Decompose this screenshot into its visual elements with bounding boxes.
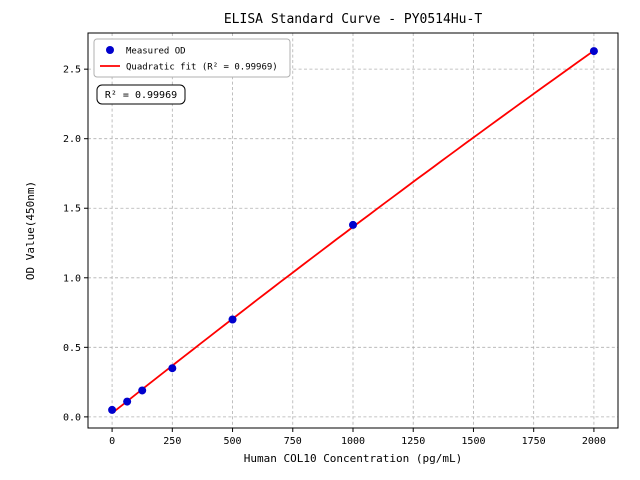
y-tick-label: 2.0 [63,134,81,145]
annotation-box [96,84,186,105]
data-point [228,315,237,324]
x-tick-label: 500 [224,436,242,447]
y-tick-label: 1.5 [63,204,81,215]
y-tick-label: 0.5 [63,343,81,354]
legend-label-quadratic-fit: Quadratic fit (R² = 0.99969) [126,63,278,73]
x-tick-label: 1500 [461,436,485,447]
data-point [589,47,598,56]
legend: Measured OD Quadratic fit (R² = 0.99969) [93,38,291,78]
x-tick-label: 2000 [582,436,606,447]
legend-marker-point [106,46,114,54]
x-tick-label: 1000 [341,436,365,447]
legend-box [93,38,291,78]
y-tick-label: 2.5 [63,65,81,76]
data-point [108,405,117,414]
x-tick-label: 1750 [522,436,546,447]
x-tick-label: 0 [109,436,115,447]
chart-title: ELISA Standard Curve - PY0514Hu-T [224,12,482,27]
y-tick-label: 1.0 [63,273,81,284]
y-axis-label: OD Value(450nm) [24,181,37,280]
x-axis-label: Human COL10 Concentration (pg/mL) [244,452,463,465]
data-point [138,386,147,395]
data-point [168,364,177,373]
legend-label-measured-od: Measured OD [126,47,186,57]
x-tick-label: 250 [163,436,181,447]
x-tick-label: 750 [284,436,302,447]
data-point [123,397,132,406]
annotation-text: R² = 0.99969 [105,90,177,101]
x-tick-label: 1250 [401,436,425,447]
y-tick-label: 0.0 [63,412,81,423]
r-squared-annotation: R² = 0.99969 [96,84,186,105]
data-point [349,220,357,229]
